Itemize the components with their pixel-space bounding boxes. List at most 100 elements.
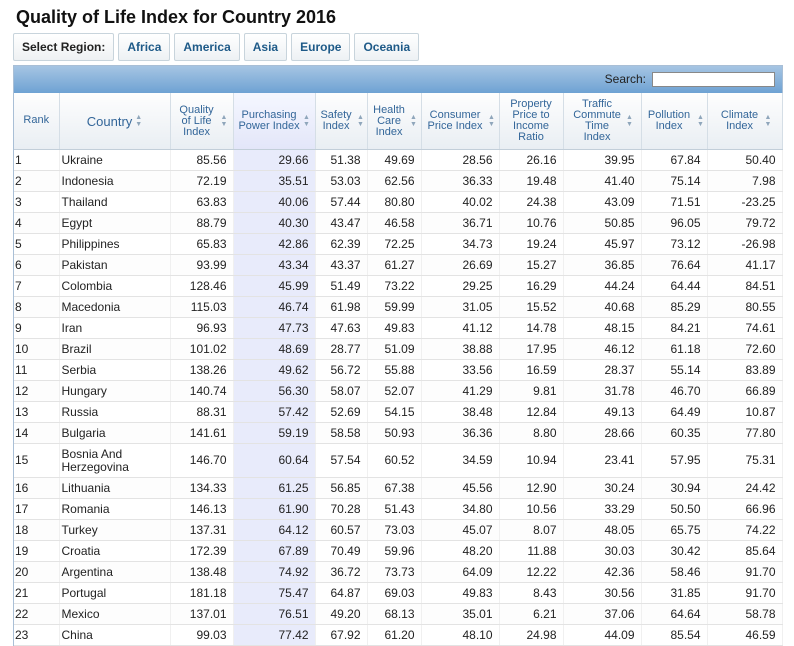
pollution-cell: 96.05 xyxy=(641,212,708,234)
column-header-label: Rank xyxy=(23,114,50,127)
health-care-cell: 51.43 xyxy=(367,498,422,520)
consumer-price-cell: 49.83 xyxy=(421,582,500,604)
region-button-oceania[interactable]: Oceania xyxy=(354,33,420,61)
table-row: 6 Pakistan 93.99 43.34 43.37 61.27 26.69 15.27 3… xyxy=(14,254,783,276)
column-header-purchasing-power[interactable]: Purchasing Power Index▲ ▼ xyxy=(233,93,316,150)
sort-icon: ▲ ▼ xyxy=(764,114,772,128)
column-header-quality-of-life[interactable]: Quality of Life Index ▲ ▼ xyxy=(170,93,234,150)
quality-of-life-cell: 146.13 xyxy=(170,498,234,520)
country-cell: Serbia xyxy=(59,359,171,381)
rank-cell: 22 xyxy=(14,603,60,625)
table-row: 8 Macedonia 115.03 46.74 61.98 59.99 31.05 15.5… xyxy=(14,296,783,318)
table-toolbar: Search: xyxy=(14,66,782,93)
column-header-label: Pollution Index xyxy=(647,109,691,132)
column-header-climate[interactable]: Climate Index ▲ ▼ xyxy=(707,93,783,150)
column-header-rank[interactable]: Rank xyxy=(14,93,60,150)
column-header-traffic-commute[interactable]: Traffic Commute Time Index ▲ ▼ xyxy=(563,93,642,150)
traffic-commute-cell: 46.12 xyxy=(563,338,642,360)
traffic-commute-cell: 36.85 xyxy=(563,254,642,276)
rank-cell: 7 xyxy=(14,275,60,297)
sort-icon: ▲ ▼ xyxy=(488,114,495,128)
pollution-cell: 50.50 xyxy=(641,498,708,520)
climate-cell: 50.40 xyxy=(707,149,783,171)
climate-cell: 10.87 xyxy=(707,401,783,423)
traffic-commute-cell: 37.06 xyxy=(563,603,642,625)
consumer-price-cell: 45.56 xyxy=(421,477,500,499)
rank-cell: 16 xyxy=(14,477,60,499)
traffic-commute-cell: 48.05 xyxy=(563,519,642,541)
country-cell: Argentina xyxy=(59,561,171,583)
data-table-container: Search: Rank Country ▲ ▼ Quality of Life I… xyxy=(13,65,783,646)
quality-of-life-cell: 93.99 xyxy=(170,254,234,276)
pollution-cell: 64.49 xyxy=(641,401,708,423)
pollution-cell: 84.21 xyxy=(641,317,708,339)
table-body: 1 Ukraine 85.56 29.66 51.38 49.69 28.56 26.16 39… xyxy=(14,149,783,646)
property-price-cell: 26.16 xyxy=(499,149,564,171)
property-price-cell: 8.07 xyxy=(499,519,564,541)
region-button-asia[interactable]: Asia xyxy=(243,33,288,61)
pollution-cell: 73.12 xyxy=(641,233,708,255)
search-input[interactable] xyxy=(652,72,775,87)
column-header-pollution[interactable]: Pollution Index ▲ ▼ xyxy=(641,93,708,150)
health-care-cell: 49.83 xyxy=(367,317,422,339)
rank-cell: 4 xyxy=(14,212,60,234)
purchasing-power-cell: 48.69 xyxy=(233,338,316,360)
region-button-europe[interactable]: Europe xyxy=(291,33,351,61)
consumer-price-cell: 38.48 xyxy=(421,401,500,423)
column-header-label: Consumer Price Index xyxy=(427,109,483,132)
pollution-cell: 64.44 xyxy=(641,275,708,297)
quality-of-life-cell: 140.74 xyxy=(170,380,234,402)
traffic-commute-cell: 40.68 xyxy=(563,296,642,318)
traffic-commute-cell: 30.24 xyxy=(563,477,642,499)
quality-of-life-cell: 181.18 xyxy=(170,582,234,604)
column-header-safety[interactable]: Safety Index ▲ ▼ xyxy=(315,93,368,150)
rank-cell: 23 xyxy=(14,624,60,646)
table-row: 9 Iran 96.93 47.73 47.63 49.83 41.12 14.78 48.15… xyxy=(14,317,783,339)
column-header-label: Quality of Life Index xyxy=(179,103,214,138)
health-care-cell: 68.13 xyxy=(367,603,422,625)
column-header-country[interactable]: Country ▲ ▼ xyxy=(59,93,171,150)
climate-cell: 58.78 xyxy=(707,603,783,625)
column-header-label: Purchasing Power Index xyxy=(238,109,300,132)
table-row: 2 Indonesia 72.19 35.51 53.03 62.56 36.33 19.48… xyxy=(14,170,783,192)
column-header-consumer-price[interactable]: Consumer Price Index ▲ ▼ xyxy=(421,93,500,150)
quality-of-life-cell: 137.31 xyxy=(170,519,234,541)
climate-cell: 74.61 xyxy=(707,317,783,339)
climate-cell: 41.17 xyxy=(707,254,783,276)
pollution-cell: 76.64 xyxy=(641,254,708,276)
table-row: 20 Argentina 138.48 74.92 36.72 73.73 64.09 12.… xyxy=(14,561,783,583)
purchasing-power-cell: 49.62 xyxy=(233,359,316,381)
property-price-cell: 24.38 xyxy=(499,191,564,213)
property-price-cell: 15.52 xyxy=(499,296,564,318)
country-cell: Pakistan xyxy=(59,254,171,276)
country-cell: Ukraine xyxy=(59,149,171,171)
safety-cell: 62.39 xyxy=(315,233,368,255)
region-button-africa[interactable]: Africa xyxy=(118,33,171,61)
climate-cell: 85.64 xyxy=(707,540,783,562)
safety-cell: 57.54 xyxy=(315,443,368,478)
consumer-price-cell: 41.29 xyxy=(421,380,500,402)
property-price-cell: 16.59 xyxy=(499,359,564,381)
consumer-price-cell: 34.73 xyxy=(421,233,500,255)
climate-cell: 24.42 xyxy=(707,477,783,499)
rank-cell: 3 xyxy=(14,191,60,213)
traffic-commute-cell: 28.66 xyxy=(563,422,642,444)
traffic-commute-cell: 45.97 xyxy=(563,233,642,255)
property-price-cell: 19.24 xyxy=(499,233,564,255)
property-price-cell: 24.98 xyxy=(499,624,564,646)
column-header-health-care[interactable]: Health Care Index ▲ ▼ xyxy=(367,93,422,150)
purchasing-power-cell: 40.06 xyxy=(233,191,316,213)
region-button-america[interactable]: America xyxy=(174,33,240,61)
safety-cell: 64.87 xyxy=(315,582,368,604)
safety-cell: 56.72 xyxy=(315,359,368,381)
country-cell: Brazil xyxy=(59,338,171,360)
quality-of-life-cell: 96.93 xyxy=(170,317,234,339)
rank-cell: 13 xyxy=(14,401,60,423)
page-title: Quality of Life Index for Country 2016 xyxy=(16,7,337,27)
country-cell: Bulgaria xyxy=(59,422,171,444)
health-care-cell: 80.80 xyxy=(367,191,422,213)
column-header-property-price[interactable]: Property Price to Income Ratio xyxy=(499,93,564,150)
table-row: 15 Bosnia And Herzegovina 146.70 60.64 57.54… xyxy=(14,443,783,478)
traffic-commute-cell: 31.78 xyxy=(563,380,642,402)
health-care-cell: 73.73 xyxy=(367,561,422,583)
